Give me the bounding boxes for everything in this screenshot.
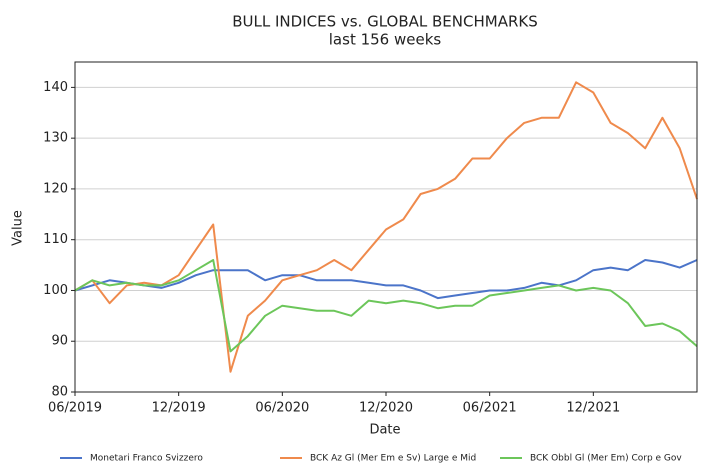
chart-title: BULL INDICES vs. GLOBAL BENCHMARKS [232,13,538,31]
y-tick-label: 130 [43,131,68,146]
x-tick-label: 12/2021 [566,401,620,416]
chart-subtitle: last 156 weeks [329,31,442,49]
plot-frame [74,61,698,393]
x-tick-label: 06/2019 [48,401,102,416]
x-tick-label: 12/2020 [359,401,413,416]
legend-label: Monetari Franco Svizzero [90,454,203,464]
series-line [74,259,698,300]
x-tick-label: 06/2020 [255,401,309,416]
y-tick-label: 80 [51,385,68,400]
series-line [74,81,698,373]
y-tick-label: 110 [43,232,68,247]
y-tick-label: 90 [51,334,68,349]
legend-label: BCK Az Gl (Mer Em e Sv) Large e Mid [310,454,476,464]
x-tick-label: 06/2021 [463,401,517,416]
y-tick-label: 100 [43,283,68,298]
x-axis-label: Date [369,423,400,438]
y-tick-label: 140 [43,80,68,95]
x-tick-label: 12/2019 [152,401,206,416]
y-tick-label: 120 [43,181,68,196]
series-line [74,259,698,353]
y-axis-label: Value [11,210,26,246]
legend-label: BCK Obbl Gl (Mer Em) Corp e Gov [530,454,682,464]
